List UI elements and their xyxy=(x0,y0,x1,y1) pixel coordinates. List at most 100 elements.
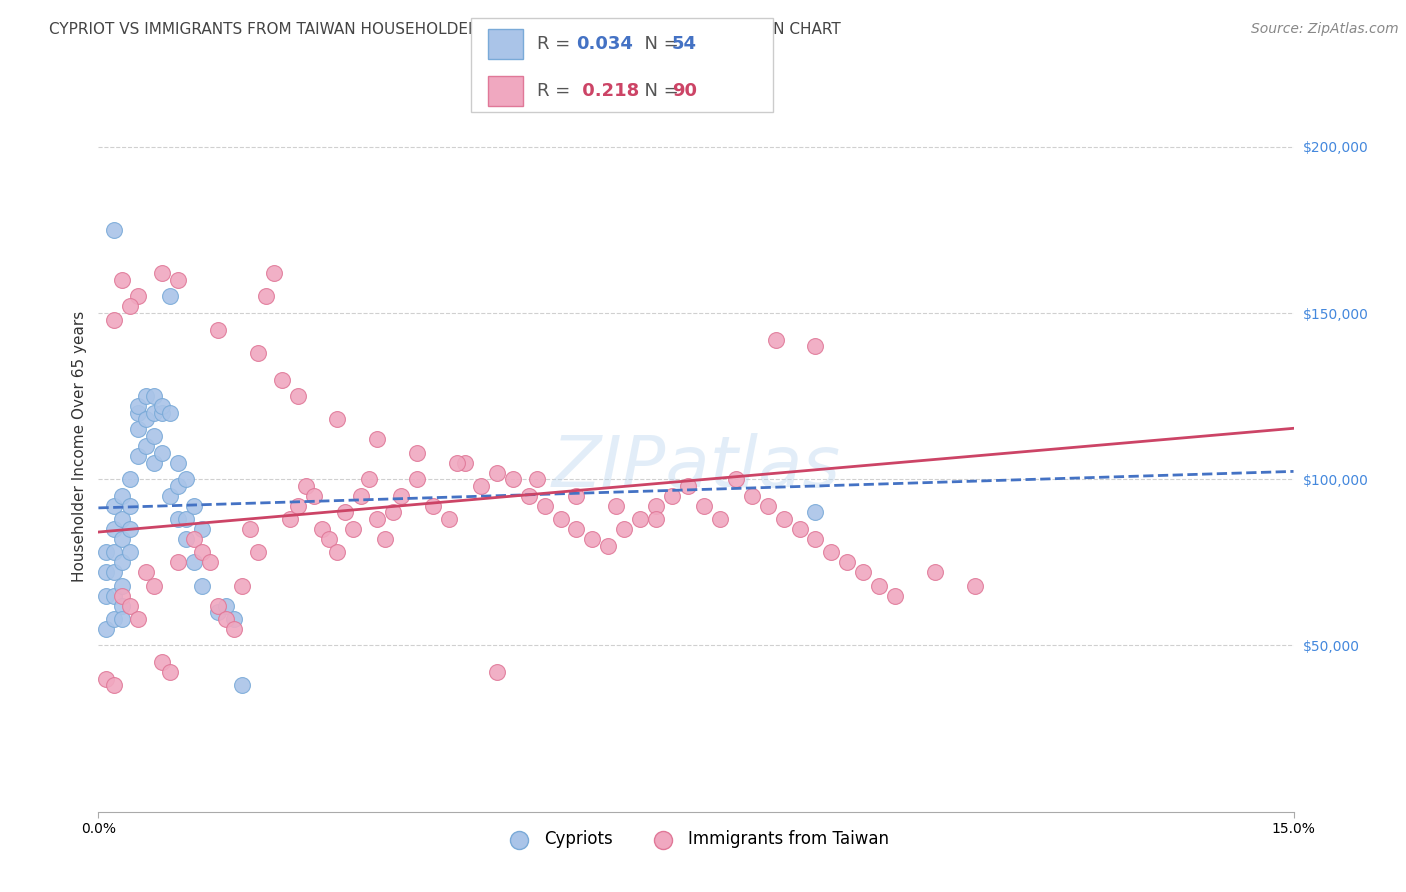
Point xyxy=(605,499,627,513)
Point xyxy=(103,612,125,626)
Point xyxy=(111,579,134,593)
Text: CYPRIOT VS IMMIGRANTS FROM TAIWAN HOUSEHOLDER INCOME OVER 65 YEARS CORRELATION C: CYPRIOT VS IMMIGRANTS FROM TAIWAN HOUSEH… xyxy=(49,22,841,37)
Point xyxy=(127,612,149,626)
Point xyxy=(207,599,229,613)
Point xyxy=(191,522,214,536)
Text: R =: R = xyxy=(537,35,576,53)
Point xyxy=(150,266,173,280)
Point xyxy=(270,372,292,386)
Point xyxy=(167,273,190,287)
Point xyxy=(159,665,181,679)
Point xyxy=(263,266,285,280)
Point xyxy=(222,622,245,636)
Point xyxy=(120,499,142,513)
Point xyxy=(294,479,316,493)
Point xyxy=(581,532,603,546)
Text: ZIPatlas: ZIPatlas xyxy=(551,434,841,502)
Point xyxy=(645,499,668,513)
Point xyxy=(852,566,875,580)
Point xyxy=(96,672,118,686)
Point xyxy=(103,566,125,580)
Point xyxy=(676,479,699,493)
Point xyxy=(103,678,125,692)
Point xyxy=(924,566,946,580)
Point xyxy=(143,429,166,443)
Point xyxy=(111,599,134,613)
Point xyxy=(485,665,508,679)
Point xyxy=(120,545,142,559)
Point xyxy=(502,472,524,486)
Point xyxy=(804,532,827,546)
Point xyxy=(215,599,238,613)
Point xyxy=(246,545,269,559)
Point xyxy=(127,406,149,420)
Point xyxy=(963,579,986,593)
Point xyxy=(598,539,620,553)
Point xyxy=(127,399,149,413)
Point xyxy=(311,522,333,536)
Point xyxy=(150,445,173,459)
Point xyxy=(359,472,381,486)
Point xyxy=(389,489,412,503)
Legend: Cypriots, Immigrants from Taiwan: Cypriots, Immigrants from Taiwan xyxy=(496,823,896,855)
Point xyxy=(485,466,508,480)
Point xyxy=(318,532,340,546)
Point xyxy=(207,323,229,337)
Point xyxy=(326,412,349,426)
Text: 54: 54 xyxy=(672,35,697,53)
Point xyxy=(96,545,118,559)
Point xyxy=(628,512,651,526)
Point xyxy=(287,389,309,403)
Point xyxy=(135,389,157,403)
Text: R =: R = xyxy=(537,82,576,100)
Point xyxy=(246,346,269,360)
Point xyxy=(103,589,125,603)
Point xyxy=(111,489,134,503)
Point xyxy=(183,555,205,569)
Point xyxy=(96,622,118,636)
Point xyxy=(565,489,588,503)
Point xyxy=(422,499,444,513)
Point xyxy=(661,489,683,503)
Point xyxy=(111,532,134,546)
Point xyxy=(741,489,763,503)
Point xyxy=(111,273,134,287)
Point xyxy=(135,439,157,453)
Y-axis label: Householder Income Over 65 years: Householder Income Over 65 years xyxy=(72,310,87,582)
Point xyxy=(103,499,125,513)
Point xyxy=(191,545,214,559)
Point xyxy=(382,506,405,520)
Point xyxy=(198,555,221,569)
Point xyxy=(143,579,166,593)
Point xyxy=(143,389,166,403)
Point xyxy=(645,512,668,526)
Point xyxy=(103,223,125,237)
Point xyxy=(167,555,190,569)
Point xyxy=(120,299,142,313)
Text: Source: ZipAtlas.com: Source: ZipAtlas.com xyxy=(1251,22,1399,37)
Point xyxy=(533,499,555,513)
Point xyxy=(150,406,173,420)
Point xyxy=(207,605,229,619)
Point xyxy=(120,472,142,486)
Text: N =: N = xyxy=(633,82,685,100)
Point xyxy=(120,599,142,613)
Point xyxy=(239,522,262,536)
Point xyxy=(167,512,190,526)
Point xyxy=(231,678,253,692)
Point xyxy=(470,479,492,493)
Point xyxy=(183,499,205,513)
Point xyxy=(127,449,149,463)
Point xyxy=(174,472,197,486)
Point xyxy=(613,522,636,536)
Point xyxy=(191,579,214,593)
Text: 90: 90 xyxy=(672,82,697,100)
Point xyxy=(135,566,157,580)
Point xyxy=(406,472,429,486)
Point xyxy=(437,512,460,526)
Point xyxy=(350,489,373,503)
Point xyxy=(174,512,197,526)
Point xyxy=(135,412,157,426)
Point xyxy=(96,566,118,580)
Point xyxy=(454,456,477,470)
